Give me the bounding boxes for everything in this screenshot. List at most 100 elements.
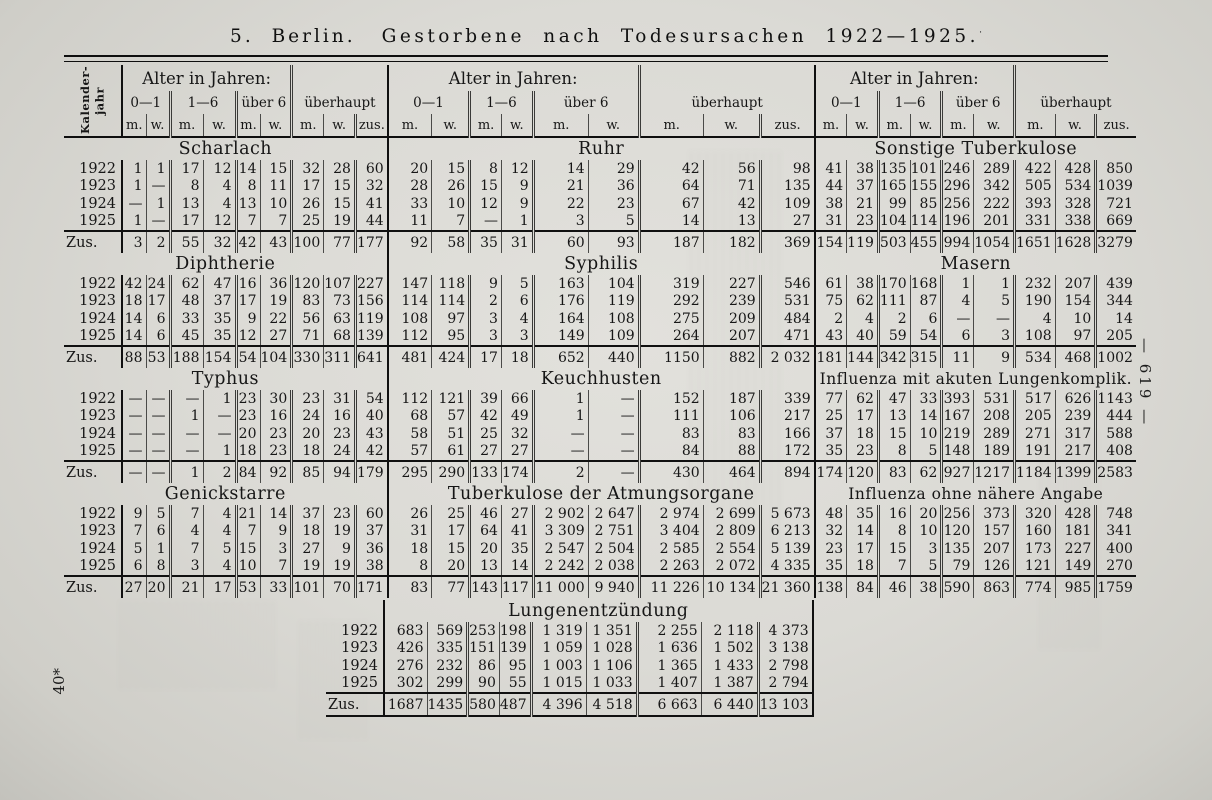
data-cell: 27 [500,442,534,461]
table-row: 1925 6 8 3 4 10 7 19 19 38 [64,557,387,576]
data-cell: 4 [940,292,974,310]
data-cell: 393 [1013,195,1056,213]
total-row: 295 290 133 174 2—430 464 894 [388,460,814,483]
table-row: 77 62 47 33 393 531 517 626 1143 [816,390,1136,408]
header-spacer [637,65,814,91]
data-cell: 3 138 [756,639,812,657]
row-year-label: 1922 [79,505,116,522]
data-cell: 16 [323,407,356,425]
data-cell: 9 [500,177,534,195]
row-year-label: 1924 [79,425,116,442]
sex-column-header: m. [121,114,146,137]
table-row: 31 23 104 114 196 201 331 338 669 [816,212,1136,231]
total-cell: 93 [587,230,640,253]
sex-column-header: w. [1054,114,1096,137]
data-cell: 296 [940,177,974,195]
total-cell: 481 [388,345,432,368]
table-row: 35 23 8 5 148 189 191 217 408 [816,442,1136,461]
total-cell: 455 [909,230,942,253]
data-cell: 139 [353,327,387,346]
data-cell: 14 [259,505,292,523]
total-cell: 424 [431,345,470,368]
table-row: 1922— — —1 23 30 23 31 54 [64,390,387,408]
sex-column-header: w. [323,114,356,137]
total-cell: 38 [909,575,942,598]
table-row: 41 38 135 101 246 289 422 428 850 [816,160,1136,178]
data-cell: 19 [323,212,356,231]
data-cell: 2 547 [531,540,589,558]
table-group-left: Kalender-jahr Alter in Jahren: 0—1 1—6 über … [64,65,387,598]
data-cell: 87 [909,292,942,310]
total-cell: 17 [202,575,236,598]
data-cell: 1 433 [700,657,759,675]
total-cell: 18 [500,345,534,368]
data-cell: 227 [702,275,761,293]
table-row: 147 118 9 5 163 104 319 227 546 [389,275,814,293]
data-cell: 232 [1013,275,1056,293]
data-cell: 112 [401,328,429,345]
data-cell: 45 [168,327,203,346]
data-cell: 154 [1054,292,1096,310]
data-cell: 61 [825,275,844,292]
mortality-table-middle: Alter in Jahren: 0—1 1—6 über 6 überhaupt m. w… [388,65,814,598]
data-cell: 344 [1094,292,1136,310]
data-cell: 97 [431,310,470,328]
section-title: Sonstige Tuberkulose [874,139,1078,159]
data-cell: 149 [1054,557,1096,576]
data-cell: 1 [940,275,974,293]
section-title-row: Sonstige Tuberkulose [816,137,1136,160]
table-row: 1924—1 13 4 13 10 26 15 41 [64,195,387,213]
data-cell: 14 [531,160,589,178]
data-cell: 8 [419,558,429,575]
header-row: m. w. m. w. m. w. m. w. zus. [816,114,1136,137]
header-row: m. w. m. w. m. w. m. w. zus. [64,114,387,137]
data-cell: 83 [637,425,704,443]
section-title: Masern [940,254,1011,274]
data-cell: 18 [410,540,429,557]
total-cell: 2583 [1094,460,1136,483]
data-cell: 104 [587,275,640,293]
row-year-label: 1924 [79,310,116,327]
sex-column-header: w. [909,114,942,137]
data-cell: 14 [909,407,942,425]
section-title: Typhus [191,369,259,389]
data-cell: 319 [637,275,704,293]
data-cell: 21 [531,177,589,195]
data-cell: 32 [290,160,324,178]
data-cell: 342 [973,177,1015,195]
data-cell: 56 [290,310,324,328]
data-cell: — [587,425,640,443]
data-cell: 20 [468,540,502,558]
data-cell: 7 [259,557,292,576]
data-cell: 17 [431,522,470,540]
total-cell: 27 [121,575,146,598]
data-cell: 3 404 [637,522,704,540]
data-cell: 209 [702,310,761,328]
data-cell: 104 [876,212,911,231]
total-cell: 330 [290,345,324,368]
table-row: 1925— — —1 18 23 18 24 42 [64,442,387,461]
data-cell: 12 [202,160,236,178]
data-cell: 32 [500,425,534,443]
total-row: Zus. — —1 2 84 92 85 94 179 [64,460,387,483]
data-cell: 16 [234,275,260,293]
data-cell: 121 [431,390,470,408]
table-row: 1924— — — —20 23 20 23 43 [64,425,387,443]
data-cell: 36 [259,275,292,293]
total-label: Zus. [64,460,122,483]
data-cell: 2 798 [756,657,812,675]
total-cell: 46 [876,575,911,598]
data-cell: 196 [940,212,974,231]
data-cell: 7 [168,540,203,558]
data-cell: 428 [1054,505,1096,523]
total-cell: 177 [353,230,387,253]
sex-column-header: zus. [758,114,814,137]
sex-column-header: m. [940,114,974,137]
data-cell: 99 [876,195,911,213]
data-cell: 109 [587,327,640,346]
data-cell: 42 [121,275,146,293]
data-cell: — [587,407,640,425]
table-row: 108 97 3 4 164 108 275 209 484 [389,310,814,328]
total-cell: — [145,460,170,483]
row-year-label: 1922 [326,622,385,640]
